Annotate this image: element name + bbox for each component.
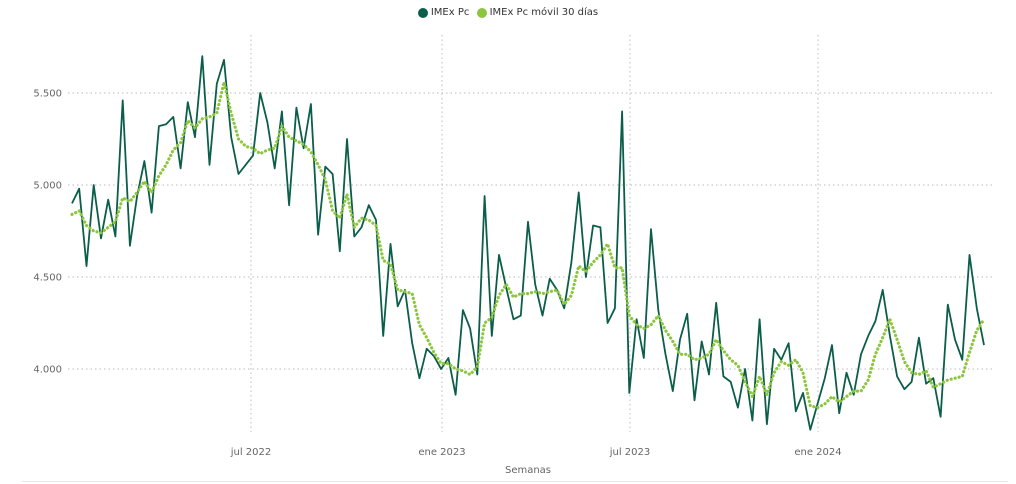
series-line-imex-movil[interactable] [70,80,986,410]
y-axis: 4.000 4.500 5.000 5.500 [33,89,62,376]
y-tick-label: 5.500 [33,89,62,100]
legend-marker-imex-movil-icon [476,7,487,18]
x-tick-label: ene 2024 [794,447,841,458]
legend-item-imex-movil[interactable]: IMEx Pc móvil 30 días [476,7,599,18]
y-tick-label: 4.500 [33,273,62,284]
legend-item-imex[interactable]: IMEx Pc [417,7,470,18]
y-tick-label: 4.000 [33,365,62,376]
x-tick-label: ene 2023 [418,447,465,458]
legend: IMEx Pc IMEx Pc móvil 30 días [0,7,1016,21]
series-line-imex[interactable] [71,55,985,431]
legend-label-imex: IMEx Pc [430,7,470,18]
x-axis: jul 2022 ene 2023 jul 2023 ene 2024 [230,447,842,458]
y-tick-label: 5.000 [33,181,62,192]
x-tick-label: jul 2023 [609,447,651,458]
bottom-divider [22,481,1008,482]
x-axis-title: Semanas [505,465,551,476]
legend-marker-imex-icon [417,7,428,18]
legend-label-imex-movil: IMEx Pc móvil 30 días [489,7,599,18]
series-layer [70,55,986,431]
x-tick-label: jul 2022 [230,447,272,458]
